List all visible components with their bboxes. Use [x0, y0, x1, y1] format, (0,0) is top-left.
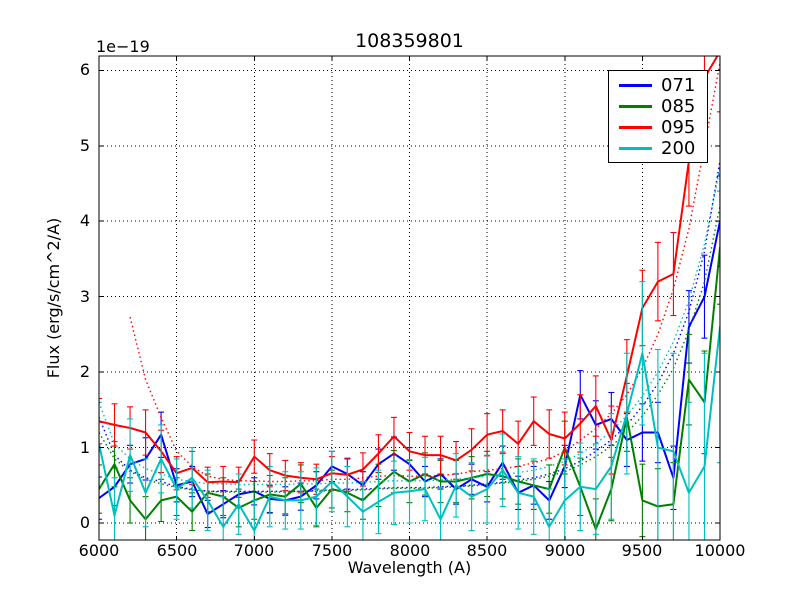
x-tick-label: 9000: [544, 541, 586, 560]
legend-line-icon: [619, 126, 652, 129]
x-tick-label: 9500: [621, 541, 663, 560]
legend-item: 085: [609, 96, 707, 117]
y-tick-label: 4: [79, 211, 90, 230]
legend-item: 200: [609, 138, 707, 159]
y-tick-label: 0: [79, 513, 90, 532]
legend-item: 095: [609, 117, 707, 138]
legend-label: 200: [661, 137, 696, 159]
y-tick-label: 3: [79, 287, 90, 306]
chart-title: 108359801: [355, 30, 464, 52]
y-axis-offset-label: 1e−19: [96, 37, 150, 56]
x-tick-label: 7500: [311, 541, 353, 560]
x-tick-label: 7000: [233, 541, 275, 560]
legend-label: 071: [661, 74, 696, 96]
y-tick-label: 6: [79, 60, 90, 79]
x-tick-label: 10000: [694, 541, 746, 560]
y-tick-label: 5: [79, 136, 90, 155]
legend-line-icon: [619, 105, 652, 108]
x-tick-label: 8000: [389, 541, 431, 560]
legend-line-icon: [619, 84, 652, 87]
legend-label: 095: [661, 116, 696, 138]
legend-item: 071: [609, 75, 707, 96]
x-tick-label: 8500: [466, 541, 508, 560]
legend-line-icon: [619, 147, 652, 150]
y-tick-label: 2: [79, 362, 90, 381]
y-tick-label: 1: [79, 438, 90, 457]
x-tick-label: 6000: [78, 541, 120, 560]
x-tick-label: 6500: [156, 541, 198, 560]
legend-label: 085: [661, 95, 696, 117]
x-axis-label: Wavelength (A): [347, 558, 472, 577]
legend: 071 085 095 200: [608, 70, 708, 163]
